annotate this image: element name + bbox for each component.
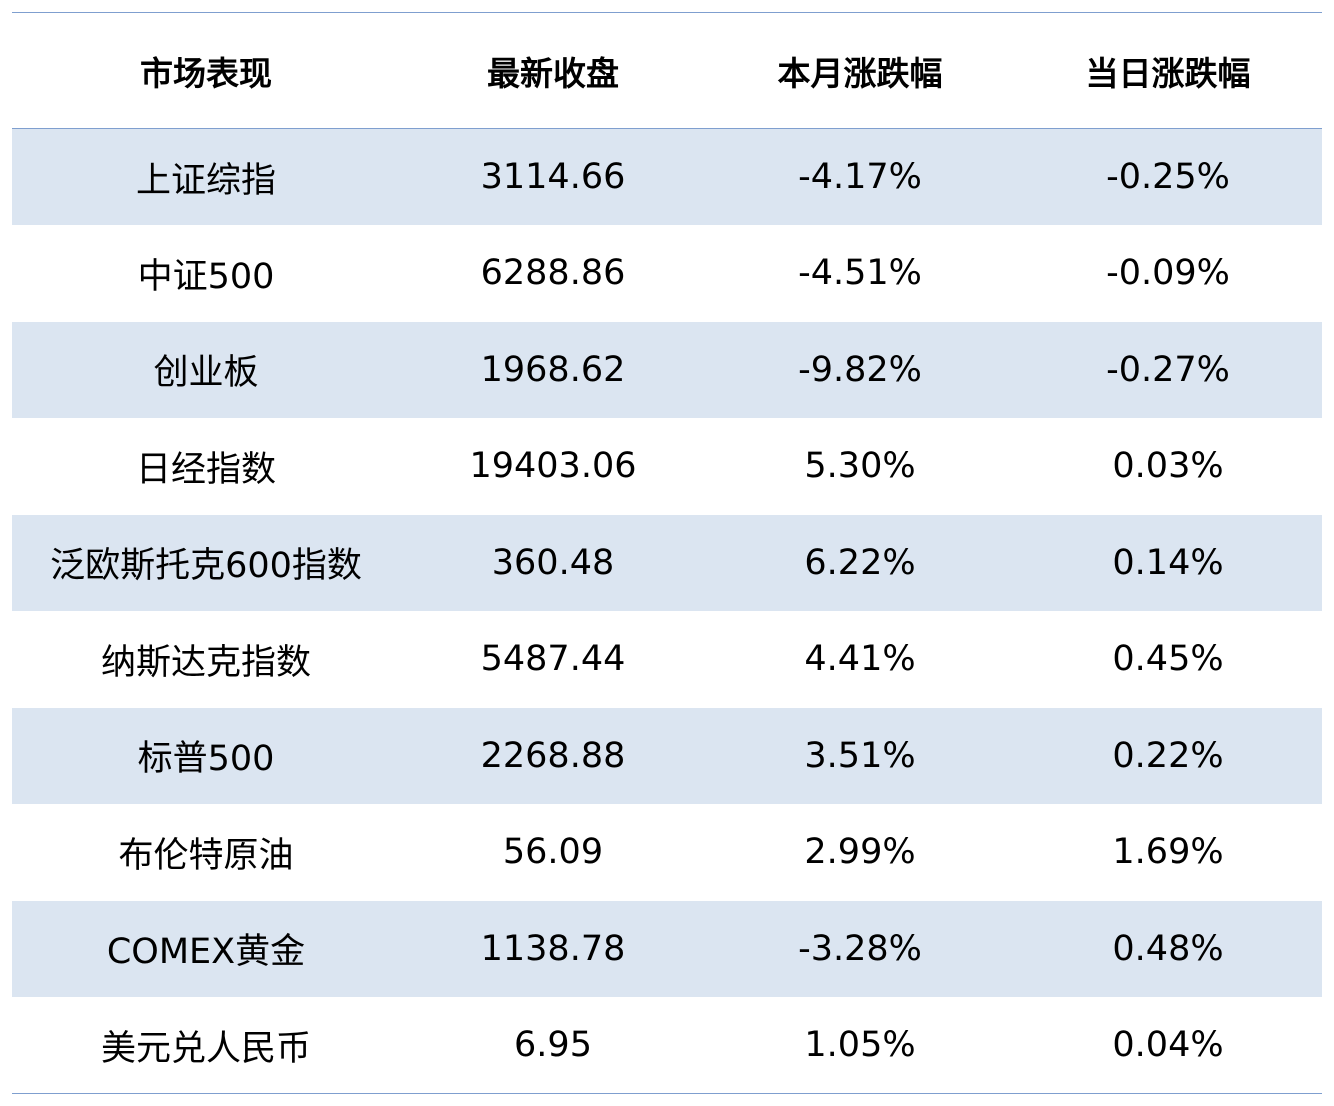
table-row: 创业板 1968.62 -9.82% -0.27% — [12, 321, 1322, 418]
table-body: 上证综指 3114.66 -4.17% -0.25% 中证500 6288.86… — [12, 128, 1322, 1094]
table-row: COMEX黄金 1138.78 -3.28% 0.48% — [12, 900, 1322, 997]
cell-market: 创业板 — [153, 353, 259, 394]
cell-market: 泛欧斯托克600指数 — [50, 546, 362, 587]
cell-monthly-change: -4.51% — [798, 253, 922, 294]
cell-daily-change: 0.04% — [1112, 1025, 1224, 1065]
cell-market: 标普500 — [137, 739, 275, 780]
cell-daily-change: -0.27% — [1106, 349, 1230, 390]
market-performance-table: 市场表现 最新收盘 本月涨跌幅 当日涨跌幅 上证综指 3114.66 -4.17… — [12, 12, 1322, 1094]
cell-latest-close: 19403.06 — [469, 446, 637, 487]
cell-market: COMEX黄金 — [106, 932, 306, 973]
cell-latest-close: 3114.66 — [480, 157, 626, 197]
cell-daily-change: -0.09% — [1106, 253, 1230, 294]
header-latest-close: 最新收盘 — [487, 53, 619, 93]
cell-monthly-change: 1.05% — [804, 1025, 916, 1065]
cell-market: 美元兑人民币 — [100, 1028, 311, 1069]
cell-market: 日经指数 — [135, 449, 276, 490]
table-row: 纳斯达克指数 5487.44 4.41% 0.45% — [12, 611, 1322, 708]
market-table-container: 市场表现 最新收盘 本月涨跌幅 当日涨跌幅 上证综指 3114.66 -4.17… — [12, 12, 1322, 1094]
cell-market: 上证综指 — [135, 160, 276, 201]
table-row: 布伦特原油 56.09 2.99% 1.69% — [12, 804, 1322, 901]
table-row: 泛欧斯托克600指数 360.48 6.22% 0.14% — [12, 514, 1322, 611]
cell-latest-close: 1968.62 — [480, 349, 626, 390]
cell-latest-close: 6.95 — [514, 1025, 592, 1065]
table-header: 市场表现 最新收盘 本月涨跌幅 当日涨跌幅 — [12, 12, 1322, 129]
table-row: 日经指数 19403.06 5.30% 0.03% — [12, 418, 1322, 515]
table-row: 美元兑人民币 6.95 1.05% 0.04% — [12, 997, 1322, 1094]
header-market: 市场表现 — [140, 53, 272, 93]
cell-latest-close: 5487.44 — [480, 639, 626, 680]
cell-monthly-change: 5.30% — [804, 446, 916, 487]
table-row: 上证综指 3114.66 -4.17% -0.25% — [12, 128, 1322, 225]
cell-daily-change: 0.22% — [1112, 735, 1224, 776]
header-daily-change: 当日涨跌幅 — [1085, 53, 1251, 93]
cell-daily-change: 0.03% — [1112, 446, 1224, 487]
cell-daily-change: 1.69% — [1112, 832, 1224, 873]
cell-daily-change: 0.48% — [1112, 928, 1224, 969]
cell-daily-change: 0.45% — [1112, 639, 1224, 680]
cell-latest-close: 360.48 — [491, 542, 615, 583]
table-row: 标普500 2268.88 3.51% 0.22% — [12, 707, 1322, 804]
cell-market: 中证500 — [137, 256, 275, 297]
cell-daily-change: -0.25% — [1106, 157, 1230, 197]
cell-daily-change: 0.14% — [1112, 542, 1224, 583]
cell-latest-close: 56.09 — [502, 832, 604, 873]
cell-latest-close: 2268.88 — [480, 735, 626, 776]
cell-latest-close: 1138.78 — [480, 928, 626, 969]
table-row: 中证500 6288.86 -4.51% -0.09% — [12, 225, 1322, 322]
cell-monthly-change: 6.22% — [804, 542, 916, 583]
cell-market: 纳斯达克指数 — [100, 642, 311, 683]
cell-monthly-change: 2.99% — [804, 832, 916, 873]
cell-monthly-change: -3.28% — [798, 928, 922, 969]
cell-monthly-change: 4.41% — [804, 639, 916, 680]
cell-market: 布伦特原油 — [118, 835, 294, 876]
header-monthly-change: 本月涨跌幅 — [777, 53, 943, 93]
cell-monthly-change: 3.51% — [804, 735, 916, 776]
cell-monthly-change: -9.82% — [798, 349, 922, 390]
cell-monthly-change: -4.17% — [798, 157, 922, 197]
header-row: 市场表现 最新收盘 本月涨跌幅 当日涨跌幅 — [12, 12, 1322, 129]
cell-latest-close: 6288.86 — [480, 253, 626, 294]
